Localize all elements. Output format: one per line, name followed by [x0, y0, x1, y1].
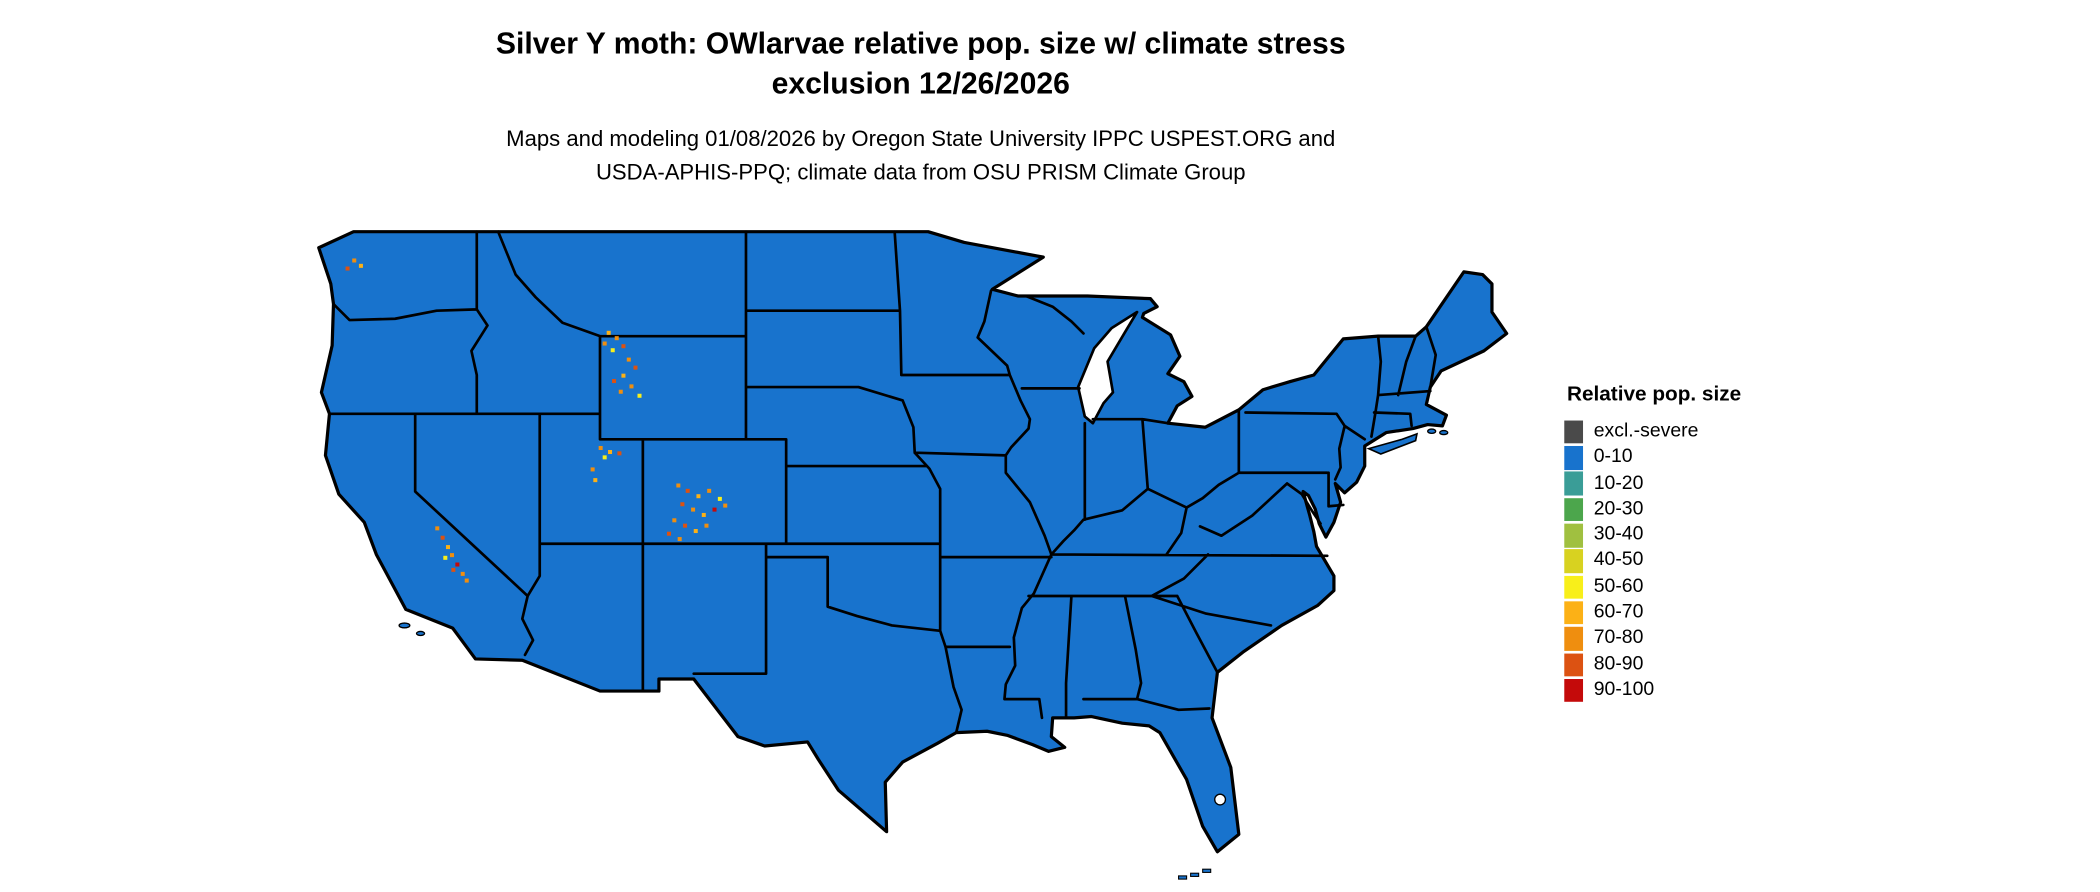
legend-item: 30-40	[1564, 523, 1741, 549]
florida-keys	[1202, 868, 1212, 873]
long-island	[1366, 432, 1419, 455]
legend-item: 90-100	[1564, 678, 1741, 704]
legend-color-chip	[1564, 652, 1584, 677]
legend-item-label: 20-30	[1593, 498, 1644, 520]
legend-title: Relative pop. size	[1566, 383, 1742, 406]
legend-color-chip	[1564, 497, 1584, 522]
legend-color-chip	[1564, 420, 1584, 444]
page-subtitle: Maps and modeling 01/08/2026 by Oregon S…	[0, 123, 1842, 190]
title-line-2: exclusion 12/26/2026	[771, 66, 1070, 101]
legend-item-label: 80-90	[1593, 653, 1644, 675]
legend-item-label: 30-40	[1593, 523, 1644, 546]
channel-island	[398, 622, 411, 629]
legend-item-label: 90-100	[1593, 678, 1655, 701]
legend-color-chip	[1564, 575, 1584, 599]
legend-item: 70-80	[1564, 626, 1741, 652]
title-line-1: Silver Y moth: OWlarvae relative pop. si…	[495, 26, 1346, 61]
florida-keys	[1190, 872, 1200, 877]
legend-item: 20-30	[1564, 497, 1741, 523]
legend-item-label: excl.-severe	[1593, 420, 1699, 442]
legend-color-chip	[1564, 601, 1584, 625]
florida-keys	[1178, 875, 1188, 880]
legend-color-chip	[1564, 523, 1584, 548]
subtitle-line-2: USDA-APHIS-PPQ; climate data from OSU PR…	[595, 160, 1246, 185]
islands	[398, 428, 1449, 880]
lake-okeechobee	[1214, 793, 1227, 806]
subtitle-line-1: Maps and modeling 01/08/2026 by Oregon S…	[506, 127, 1336, 152]
legend-item: 10-20	[1564, 471, 1741, 497]
legend-item-label: 60-70	[1593, 601, 1644, 623]
legend-item-label: 40-50	[1593, 549, 1644, 572]
legend-item: excl.-severe	[1564, 419, 1741, 445]
marthas-vineyard	[1427, 428, 1437, 435]
us-landmass	[317, 230, 1509, 854]
legend-item-label: 0-10	[1593, 446, 1633, 468]
legend-item-label: 70-80	[1593, 627, 1644, 649]
nantucket	[1439, 429, 1449, 436]
legend-color-chip	[1564, 549, 1584, 574]
legend-item: 80-90	[1564, 652, 1741, 678]
state-borders	[328, 230, 1438, 734]
legend-color-chip	[1564, 472, 1584, 496]
legend-color-chip	[1564, 446, 1584, 470]
legend-items: excl.-severe 0-10 10-20 20-30 30-40 40-5…	[1564, 419, 1741, 703]
lake-michigan	[1076, 310, 1139, 425]
legend: Relative pop. size excl.-severe 0-10 10-…	[1564, 383, 1741, 703]
legend-item: 40-50	[1564, 548, 1741, 574]
climate-stress-hotspots	[345, 258, 728, 583]
legend-item-label: 10-20	[1593, 472, 1644, 494]
legend-item-label: 50-60	[1593, 575, 1644, 598]
legend-item: 0-10	[1564, 445, 1741, 471]
legend-color-chip	[1564, 627, 1584, 651]
legend-item: 50-60	[1564, 574, 1741, 600]
legend-color-chip	[1564, 678, 1584, 703]
legend-item: 60-70	[1564, 600, 1741, 626]
page-title: Silver Y moth: OWlarvae relative pop. si…	[0, 24, 1842, 104]
channel-island	[415, 630, 426, 637]
